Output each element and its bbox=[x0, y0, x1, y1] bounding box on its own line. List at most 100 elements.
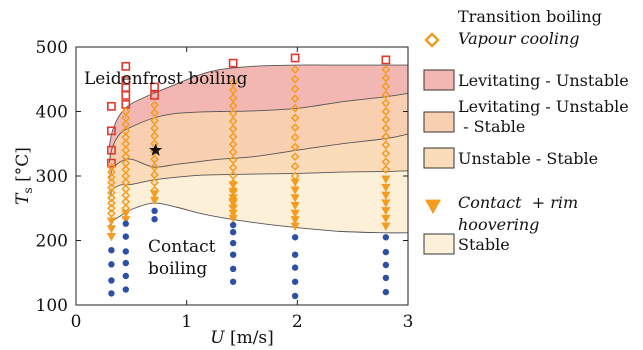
data-point-triangle bbox=[106, 225, 117, 234]
data-point-circle bbox=[291, 234, 299, 241]
data-point-diamond bbox=[290, 74, 300, 84]
data-point-diamond bbox=[290, 161, 300, 171]
data-point-triangle bbox=[290, 178, 300, 188]
axis-ticks: 0 1 2 3 100 200 300 400 500 bbox=[36, 38, 414, 332]
data-point-diamond bbox=[228, 116, 238, 126]
data-point-diamond bbox=[107, 188, 116, 198]
annotation-leidenfrost: Leidenfrost boiling bbox=[84, 69, 248, 89]
data-point-circle bbox=[229, 239, 237, 247]
data-point-diamond bbox=[228, 124, 238, 134]
boundary-upper bbox=[108, 64, 408, 148]
legend-swatch-stable bbox=[423, 233, 455, 255]
region-levitating-unstable bbox=[109, 64, 408, 164]
data-point-diamond bbox=[228, 140, 238, 149]
x-tick-label: 2 bbox=[292, 312, 303, 332]
data-markers bbox=[106, 53, 391, 300]
data-point-circle bbox=[291, 278, 299, 285]
data-point-triangle bbox=[290, 201, 300, 211]
data-point-circle bbox=[382, 261, 390, 269]
legend-levitating-unstable: Levitating - Unstable bbox=[458, 71, 629, 90]
data-point-triangle bbox=[228, 194, 238, 203]
data-point-triangle bbox=[228, 204, 238, 213]
data-point-triangle bbox=[381, 183, 391, 193]
y-tick-label: 100 bbox=[36, 296, 68, 316]
data-point-triangle bbox=[106, 217, 117, 226]
data-point-triangle bbox=[381, 175, 391, 184]
data-point-square bbox=[107, 101, 116, 111]
data-point-triangle bbox=[149, 190, 160, 199]
data-point-diamond bbox=[290, 142, 300, 152]
data-point-square bbox=[121, 90, 131, 100]
legend-marker-triangle bbox=[425, 199, 441, 214]
data-point-circle bbox=[291, 264, 299, 271]
data-point-diamond bbox=[228, 101, 238, 111]
x-tick-label: 0 bbox=[71, 312, 82, 332]
data-point-diamond bbox=[381, 90, 391, 100]
data-point-triangle bbox=[290, 186, 300, 195]
data-point-diamond bbox=[228, 147, 238, 157]
data-point-circle bbox=[291, 292, 299, 300]
data-point-triangle bbox=[290, 209, 300, 219]
data-point-triangle bbox=[228, 187, 238, 197]
data-point-diamond bbox=[381, 115, 391, 125]
data-point-triangle bbox=[228, 214, 238, 224]
data-point-triangle bbox=[381, 214, 391, 224]
legend-contact-rim-1: Contact + rim bbox=[458, 193, 578, 212]
data-point-circle bbox=[151, 216, 158, 223]
x-axis-label: U [m/s] bbox=[210, 328, 274, 348]
data-point-circle bbox=[108, 246, 115, 254]
data-point-diamond bbox=[107, 172, 116, 182]
data-point-diamond bbox=[150, 170, 159, 180]
data-point-triangle bbox=[228, 181, 238, 190]
data-point-diamond bbox=[107, 209, 116, 218]
y-tick-label: 500 bbox=[36, 38, 68, 58]
data-point-circle bbox=[151, 207, 158, 215]
data-point-diamond bbox=[228, 155, 238, 165]
data-point-diamond bbox=[290, 152, 300, 162]
data-point-square bbox=[107, 145, 116, 155]
legend-contact-rim-2: hoovering bbox=[458, 215, 539, 234]
data-point-diamond bbox=[290, 65, 300, 74]
data-point-circle bbox=[291, 251, 299, 258]
data-point-diamond bbox=[228, 85, 238, 95]
data-point-triangle bbox=[381, 191, 391, 200]
boundary-mid1 bbox=[108, 92, 408, 164]
legend-transition-title: Transition boiling bbox=[458, 7, 602, 26]
data-point-square bbox=[290, 53, 300, 63]
data-point-diamond bbox=[150, 154, 159, 164]
data-point-diamond bbox=[381, 107, 391, 116]
data-point-triangle bbox=[121, 209, 131, 219]
y-tick-label: 400 bbox=[36, 103, 68, 123]
data-point-diamond bbox=[107, 198, 116, 208]
data-point-diamond bbox=[381, 98, 391, 108]
legend-swatch-levitating-unstable-stable bbox=[423, 111, 455, 133]
data-point-diamond bbox=[107, 162, 116, 172]
regime-regions bbox=[109, 64, 408, 233]
boundary-lower bbox=[108, 202, 408, 234]
data-point-circle bbox=[382, 288, 390, 296]
data-point-diamond bbox=[150, 123, 159, 133]
data-point-diamond bbox=[228, 163, 238, 172]
data-point-diamond bbox=[381, 73, 391, 83]
data-point-diamond bbox=[290, 123, 300, 132]
boundary-mid3 bbox=[108, 170, 408, 199]
data-point-triangle bbox=[228, 209, 238, 219]
data-point-circle bbox=[122, 248, 129, 255]
data-point-diamond bbox=[228, 132, 238, 142]
legend-levitating-unstable-stable-2: - Stable bbox=[458, 117, 525, 136]
data-point-diamond bbox=[228, 93, 238, 103]
data-point-circle bbox=[229, 265, 237, 273]
y-axis-label: Ts [°C] bbox=[13, 147, 35, 205]
data-point-diamond bbox=[107, 167, 116, 177]
data-point-triangle bbox=[149, 196, 160, 206]
data-point-diamond bbox=[228, 78, 238, 87]
data-point-circle bbox=[108, 277, 115, 284]
legend-levitating-unstable-stable-1: Levitating - Unstable bbox=[458, 97, 629, 116]
data-point-diamond bbox=[107, 183, 116, 192]
data-point-circle bbox=[382, 274, 390, 282]
annotation-contact-line1: Contact bbox=[148, 237, 216, 257]
data-point-diamond bbox=[290, 84, 300, 94]
data-point-diamond bbox=[290, 132, 300, 142]
data-point-circle bbox=[229, 228, 237, 236]
